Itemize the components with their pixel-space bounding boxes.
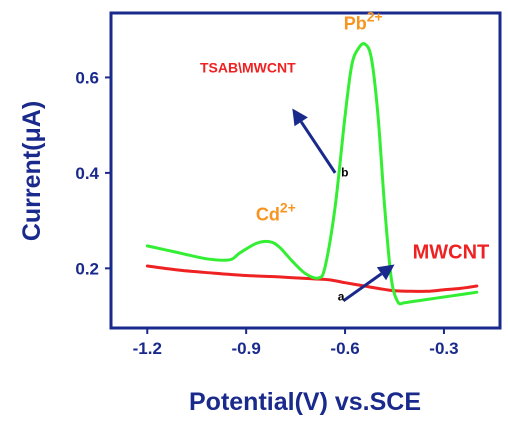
peak-label-pb-superscript: 2+ [367, 9, 383, 25]
arrow-shaft [342, 272, 383, 303]
arrow-head [292, 108, 308, 127]
arrow-shaft [299, 120, 337, 174]
arrow-a-to-label [342, 264, 395, 303]
peak-label-pb: Pb2+ [344, 9, 383, 34]
curve-letter-b: b [341, 166, 348, 180]
series-layer [145, 42, 479, 306]
peak-label-cd-superscript: 2+ [280, 200, 296, 216]
arrow-layer [292, 108, 395, 303]
x-tick-label: -0.9 [232, 339, 261, 358]
peak-label-cd-base: Cd [256, 205, 280, 225]
axis-ticks: -1.2 -0.9 -0.6 -0.3 0.2 0.4 0.6 [75, 68, 458, 358]
y-tick-label: 0.6 [75, 68, 99, 87]
curve-letter-a: a [338, 289, 345, 303]
peak-label-cd: Cd2+ [256, 200, 296, 225]
y-axis-title: Current(μA) [18, 101, 46, 241]
peak-label-pb-base: Pb [344, 14, 367, 34]
series-line-mwcnt [145, 264, 479, 293]
y-tick-label: 0.2 [75, 259, 99, 278]
series-label-tsab: TSAB\MWCNT [200, 60, 296, 76]
series-line-tsab-mwcnt [145, 42, 479, 306]
x-axis-title: Potential(V) vs.SCE [189, 388, 421, 416]
arrow-b-to-label [292, 108, 337, 174]
x-tick-label: -1.2 [133, 339, 162, 358]
series-label-mwcnt: MWCNT [413, 241, 490, 263]
arrow-head [376, 264, 395, 281]
x-tick-label: -0.6 [330, 339, 359, 358]
plot-frame [109, 11, 502, 330]
x-tick-label: -0.3 [429, 339, 458, 358]
y-tick-label: 0.4 [75, 164, 99, 183]
